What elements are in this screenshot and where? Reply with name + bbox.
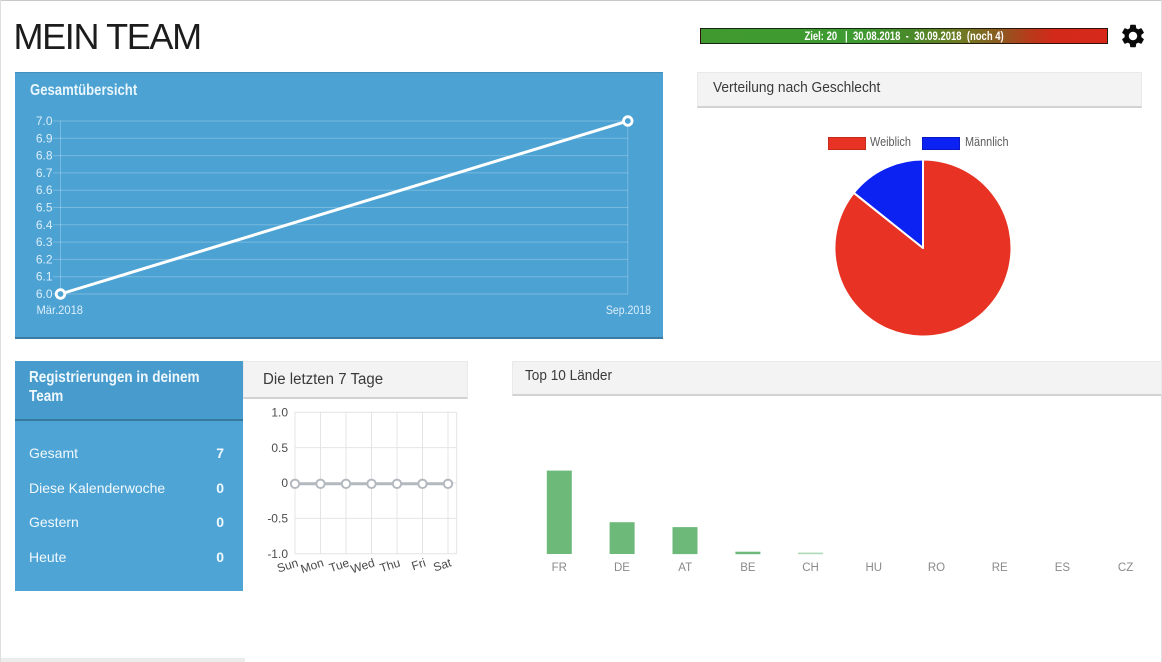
svg-text:RE: RE	[992, 562, 1008, 574]
svg-text:ES: ES	[1055, 562, 1071, 574]
svg-text:Fri: Fri	[410, 556, 428, 574]
svg-text:-1.0: -1.0	[267, 547, 288, 561]
svg-text:BE: BE	[740, 562, 756, 574]
svg-text:Sat: Sat	[431, 555, 453, 574]
svg-text:HU: HU	[865, 562, 882, 574]
svg-text:Wed: Wed	[349, 556, 377, 577]
svg-text:FR: FR	[552, 562, 567, 574]
svg-text:6.7: 6.7	[36, 166, 53, 180]
svg-text:CZ: CZ	[1118, 562, 1133, 574]
svg-text:6.5: 6.5	[36, 201, 53, 215]
svg-text:CH: CH	[802, 562, 819, 574]
svg-text:7.0: 7.0	[36, 114, 53, 128]
svg-text:RO: RO	[928, 562, 945, 574]
svg-text:DE: DE	[614, 562, 630, 574]
svg-text:6.6: 6.6	[36, 183, 53, 197]
svg-text:-0.5: -0.5	[267, 512, 288, 526]
svg-text:Mon: Mon	[299, 556, 326, 577]
svg-text:6.0: 6.0	[36, 287, 53, 301]
svg-text:6.1: 6.1	[36, 270, 53, 284]
svg-text:0.5: 0.5	[271, 441, 288, 455]
svg-text:6.4: 6.4	[36, 218, 53, 232]
svg-text:AT: AT	[678, 562, 692, 574]
svg-text:6.2: 6.2	[36, 252, 53, 266]
svg-text:1.0: 1.0	[271, 406, 288, 420]
svg-text:Thu: Thu	[378, 556, 402, 576]
svg-text:Sun: Sun	[275, 556, 300, 576]
svg-text:Tue: Tue	[327, 555, 351, 575]
svg-text:6.3: 6.3	[36, 235, 53, 249]
svg-text:Mär.2018: Mär.2018	[37, 303, 84, 317]
svg-text:6.9: 6.9	[36, 131, 53, 145]
svg-text:0: 0	[281, 476, 288, 490]
svg-text:Sep.2018: Sep.2018	[606, 303, 651, 317]
svg-text:6.8: 6.8	[36, 149, 53, 163]
